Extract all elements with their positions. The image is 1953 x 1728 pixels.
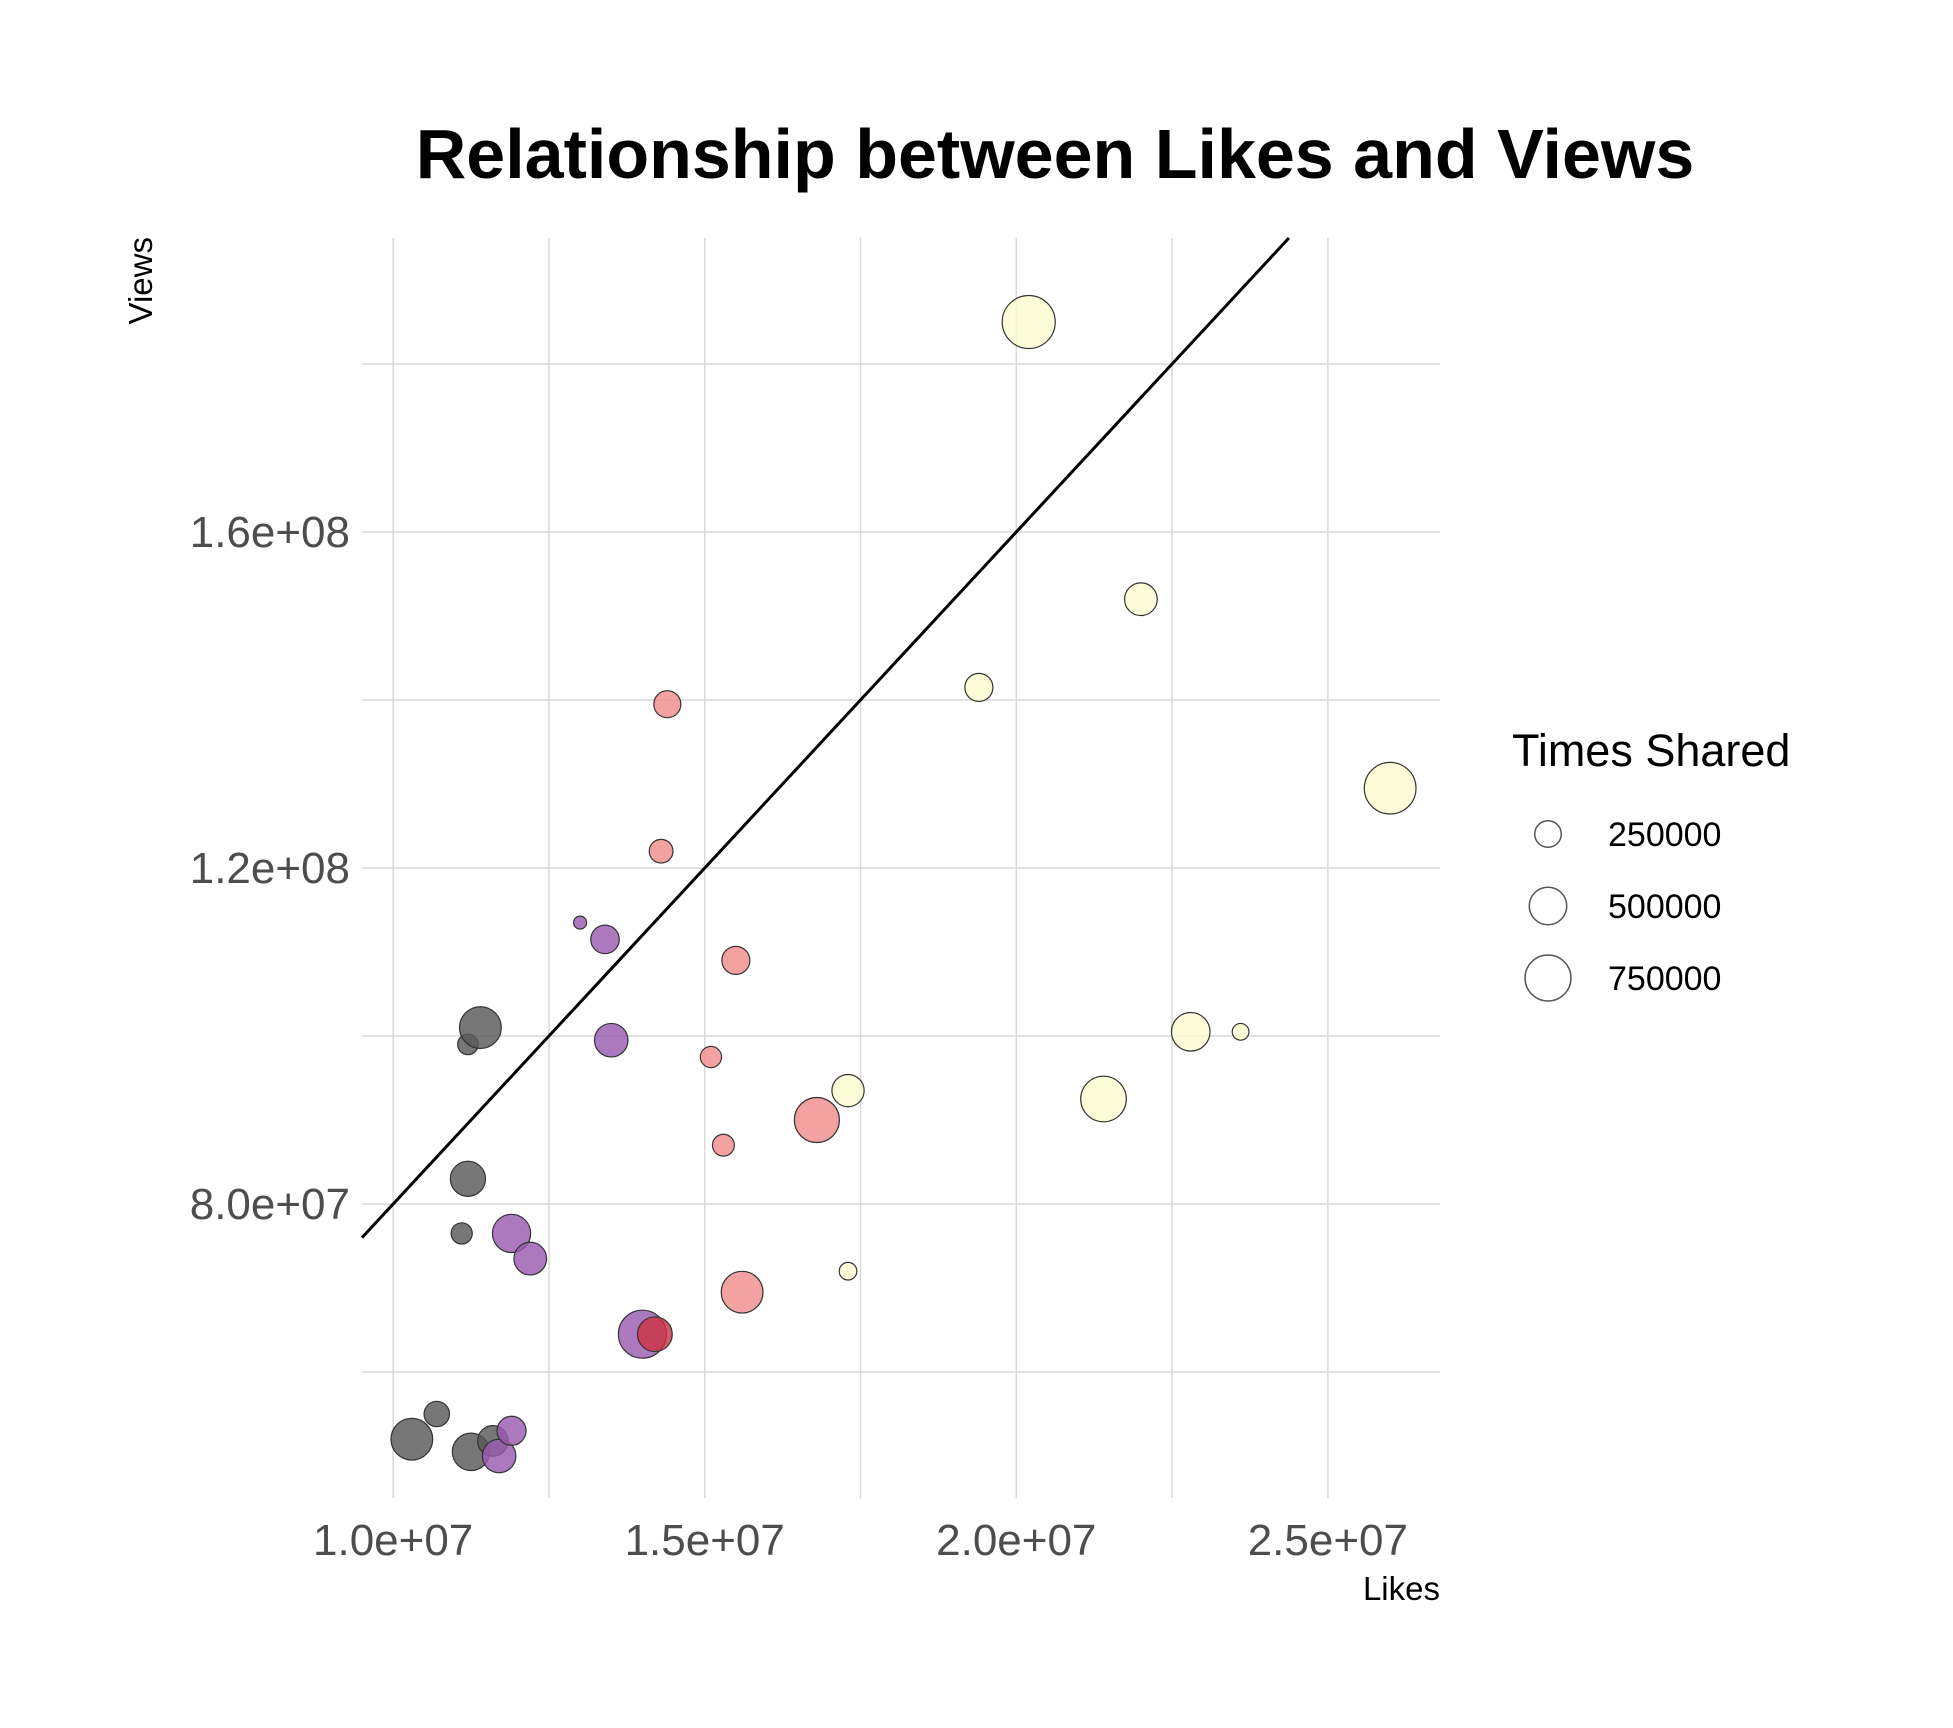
x-axis-label: Likes [1363,1570,1440,1607]
trend-line [360,236,1290,1239]
data-point [793,1096,840,1144]
y-tick-label: 1.2e+08 [190,844,350,893]
legend-label: 250000 [1608,816,1721,854]
data-point [1231,1022,1250,1041]
data-point [699,1045,723,1069]
y-axis-label: Views [122,237,159,324]
data-point [593,1022,629,1058]
data-point [1001,294,1056,350]
x-tick-label: 1.5e+07 [625,1516,785,1565]
x-tick-label: 1.0e+07 [313,1516,473,1565]
data-point [491,1213,532,1254]
data-point [590,924,620,955]
y-tick-label: 8.0e+07 [190,1180,350,1229]
data-point [838,1261,858,1281]
data-point [964,672,994,703]
chart-title: Relationship between Likes and Views [416,115,1695,193]
data-point [1123,582,1158,617]
data-point [1363,761,1417,815]
data-point [458,1006,502,1050]
data-point [721,945,751,976]
x-tick-label: 2.0e+07 [936,1516,1096,1565]
data-point [390,1417,434,1461]
data-point [720,1270,764,1314]
legend-items: 250000 500000 750000 [1524,816,1721,1002]
data-point [831,1073,865,1108]
y-tick-labels: 8.0e+07 1.2e+08 1.6e+08 [190,508,350,1229]
legend-title: Times Shared [1512,725,1790,776]
data-point [1080,1075,1127,1123]
data-point [711,1133,735,1157]
data-point [636,1316,673,1353]
legend-key-circle [1528,886,1568,926]
legend-label: 750000 [1608,960,1721,998]
data-point [648,838,674,864]
size-legend: Times Shared 250000 500000 750000 [1512,725,1790,1002]
data-point [573,915,588,930]
legend-key-circle [1534,820,1562,848]
data-point [1170,1011,1211,1052]
data-point [449,1160,487,1197]
data-point [513,1241,548,1276]
data-point [450,1222,473,1245]
grid-lines [362,238,1440,1498]
x-tick-label: 2.5e+07 [1248,1516,1408,1565]
data-point [496,1415,527,1446]
x-tick-labels: 1.0e+07 1.5e+07 2.0e+07 2.5e+07 [313,1516,1408,1565]
legend-key-circle [1524,954,1572,1002]
data-point [653,690,682,719]
legend-label: 500000 [1608,888,1721,926]
data-points [390,294,1417,1474]
data-point [423,1400,451,1428]
y-tick-label: 1.6e+08 [190,508,350,557]
